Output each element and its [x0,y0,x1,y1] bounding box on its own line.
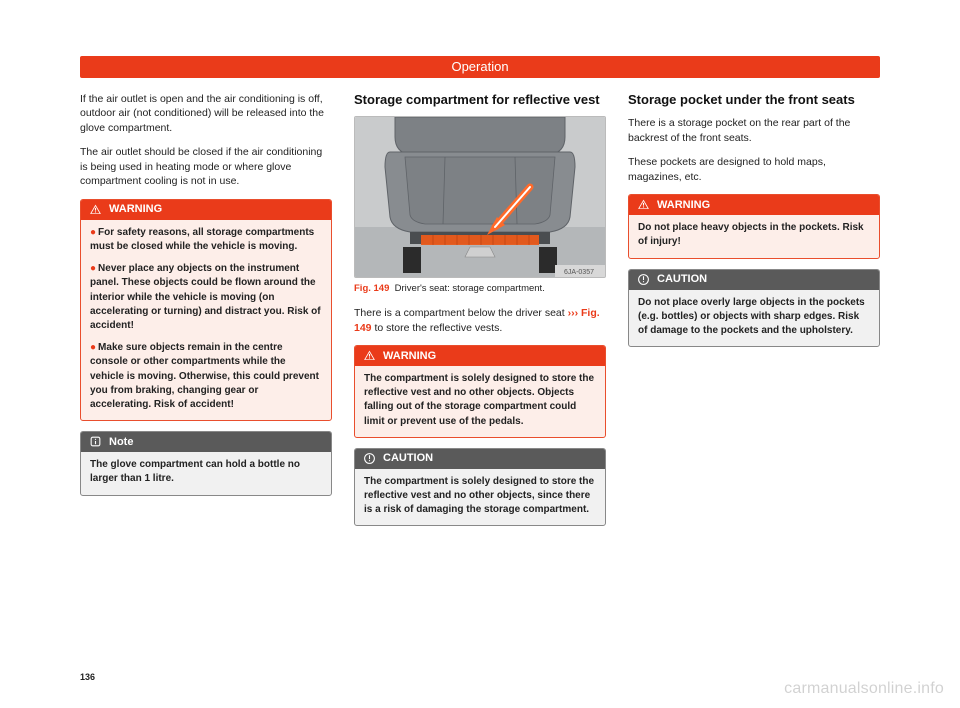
bullet-icon: ● [90,342,96,353]
figure-149: 6JA-0357 [354,116,606,278]
warning-head: WARNING [629,195,879,215]
warning-head: WARNING [355,346,605,366]
col3-warning-text: Do not place heavy objects in the pocket… [638,221,870,249]
col2-caution-text: The compartment is solely designed to st… [364,475,596,518]
col2-p1-a: There is a compartment below the driver … [354,307,568,319]
warning-body: The compartment is solely designed to st… [355,366,605,437]
caution-body: The compartment is solely designed to st… [355,469,605,526]
caution-title: CAUTION [657,273,707,285]
warning-triangle-icon [89,203,102,216]
caution-circle-icon [363,452,376,465]
col1-warning-box: WARNING ●For safety reasons, all storage… [80,199,332,421]
page-header-title: Operation [451,59,508,74]
warning-body: ●For safety reasons, all storage compart… [81,220,331,420]
col2-caution-box: CAUTION The compartment is solely design… [354,448,606,527]
note-head: Note [81,432,331,452]
warning-title: WARNING [383,350,436,362]
caution-head: CAUTION [355,449,605,469]
manual-page: Operation If the air outlet is open and … [80,56,880,536]
warning-head: WARNING [81,200,331,220]
warning-body: Do not place heavy objects in the pocket… [629,215,879,257]
page-number: 136 [80,672,95,682]
col3-caution-text: Do not place overly large objects in the… [638,296,870,339]
col3-title: Storage pocket under the front seats [628,92,880,108]
column-1: If the air outlet is open and the air co… [80,92,332,536]
figure-caption-text: Driver's seat: storage compartment. [395,283,545,294]
page-header: Operation [80,56,880,78]
caution-head: CAUTION [629,270,879,290]
bullet-icon: ● [90,227,96,238]
col2-warning-box: WARNING The compartment is solely design… [354,345,606,438]
figure-caption: Fig. 149 Driver's seat: storage compartm… [354,283,606,296]
note-title: Note [109,436,133,448]
column-3: Storage pocket under the front seats The… [628,92,880,536]
page-columns: If the air outlet is open and the air co… [80,92,880,536]
info-icon [89,435,102,448]
figure-number: Fig. 149 [354,283,389,294]
note-text: The glove compartment can hold a bottle … [90,458,322,486]
warning-bullet-2: Never place any objects on the instrumen… [90,263,321,331]
col2-warning-text: The compartment is solely designed to st… [364,372,596,429]
warning-bullet-1: For safety reasons, all storage compartm… [90,227,314,252]
warning-triangle-icon [363,349,376,362]
col3-warning-box: WARNING Do not place heavy objects in th… [628,194,880,258]
caution-title: CAUTION [383,452,433,464]
col3-caution-box: CAUTION Do not place overly large object… [628,269,880,348]
watermark: carmanualsonline.info [784,680,944,698]
warning-bullet-3: Make sure objects remain in the centre c… [90,342,319,410]
col3-paragraph-1: There is a storage pocket on the rear pa… [628,116,880,145]
col2-paragraph-1: There is a compartment below the driver … [354,306,606,335]
seat-illustration: 6JA-0357 [355,117,605,277]
col3-paragraph-2: These pockets are designed to hold maps,… [628,155,880,184]
col1-paragraph-1: If the air outlet is open and the air co… [80,92,332,135]
note-body: The glove compartment can hold a bottle … [81,452,331,494]
warning-title: WARNING [109,203,162,215]
col2-title: Storage compartment for reflective vest [354,92,606,108]
figure-ref-code: 6JA-0357 [564,269,594,276]
col1-note-box: Note The glove compartment can hold a bo… [80,431,332,495]
warning-triangle-icon [637,198,650,211]
col1-paragraph-2: The air outlet should be closed if the a… [80,145,332,188]
bullet-icon: ● [90,263,96,274]
column-2: Storage compartment for reflective vest [354,92,606,536]
caution-body: Do not place overly large objects in the… [629,290,879,347]
caution-circle-icon [637,273,650,286]
warning-title: WARNING [657,199,710,211]
col2-p1-b: to store the reflective vests. [372,322,503,334]
